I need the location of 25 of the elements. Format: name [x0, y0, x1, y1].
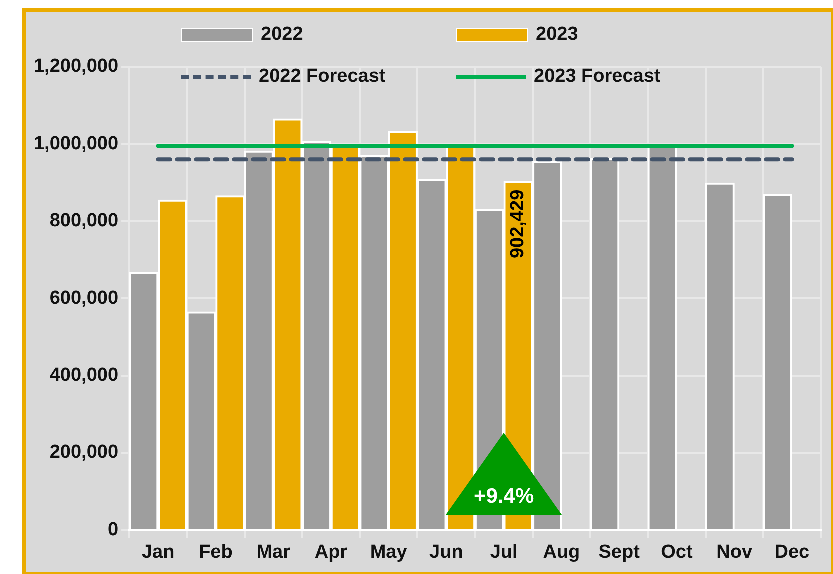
y-tick-label: 1,200,000 [34, 56, 119, 78]
legend-label: 2022 Forecast [259, 66, 386, 88]
x-tick-label: May [370, 542, 408, 563]
x-tick-label: Mar [256, 542, 292, 563]
data-label: 902,429 [508, 190, 529, 259]
y-tick-label: 600,000 [50, 288, 119, 309]
y-tick-label: 0 [108, 519, 119, 540]
x-tick-label: Feb [199, 542, 233, 563]
legend-label: 2023 Forecast [534, 66, 661, 88]
y-tick-label: 1,000,000 [34, 133, 119, 154]
x-tick-label: Jan [142, 542, 175, 563]
y-tick-label: 400,000 [50, 365, 119, 386]
y-tick-label: 200,000 [50, 442, 119, 464]
legend-label: 2023 [536, 24, 578, 46]
x-tick-label: Jun [430, 542, 464, 563]
x-tick-label: Jul [490, 542, 518, 563]
legend-label: 2022 [261, 24, 304, 46]
x-tick-label: Nov [716, 542, 753, 563]
x-tick-label: Aug [543, 542, 580, 563]
y-tick-label: 800,000 [50, 210, 119, 232]
annotation: +9.4% [474, 485, 534, 510]
x-tick-label: Dec [774, 542, 810, 563]
x-tick-label: Apr [314, 542, 348, 563]
x-tick-label: Oct [661, 542, 694, 563]
x-tick-label: Sept [598, 542, 641, 563]
